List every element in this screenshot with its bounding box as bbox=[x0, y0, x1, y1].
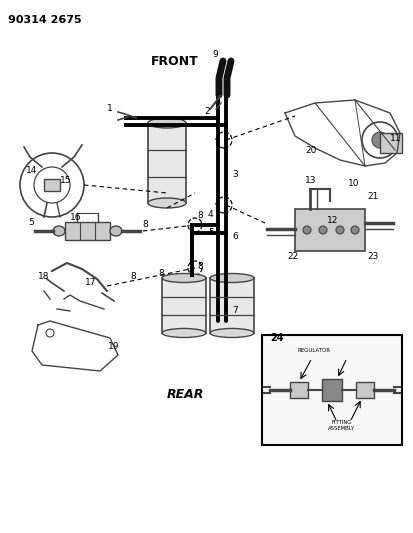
Text: 13: 13 bbox=[305, 176, 316, 185]
Text: 15: 15 bbox=[60, 176, 71, 185]
Text: 10: 10 bbox=[348, 179, 359, 188]
Ellipse shape bbox=[162, 328, 206, 337]
Text: 8: 8 bbox=[158, 269, 164, 278]
Ellipse shape bbox=[110, 226, 122, 236]
Text: REGULATOR: REGULATOR bbox=[297, 348, 330, 353]
Bar bbox=[210, 278, 254, 333]
Bar bbox=[380, 133, 402, 153]
Text: 11: 11 bbox=[390, 134, 401, 143]
Ellipse shape bbox=[210, 328, 254, 337]
Text: 17: 17 bbox=[85, 278, 97, 287]
Text: FRONT: FRONT bbox=[151, 55, 199, 68]
Text: FITTING
ASSEMBLY: FITTING ASSEMBLY bbox=[328, 420, 356, 431]
Text: 8: 8 bbox=[130, 272, 136, 281]
Bar bbox=[295, 209, 365, 251]
Bar bbox=[262, 335, 402, 445]
Ellipse shape bbox=[148, 118, 186, 128]
Text: 23: 23 bbox=[367, 252, 378, 261]
Text: 5: 5 bbox=[28, 218, 34, 227]
Text: 2: 2 bbox=[204, 107, 210, 116]
Text: 5: 5 bbox=[208, 228, 214, 237]
Ellipse shape bbox=[148, 198, 186, 208]
Bar bbox=[356, 382, 374, 398]
Text: 90314 2675: 90314 2675 bbox=[8, 15, 82, 25]
Ellipse shape bbox=[162, 273, 206, 282]
Circle shape bbox=[336, 226, 344, 234]
Circle shape bbox=[372, 132, 388, 148]
Bar bbox=[162, 278, 206, 333]
Text: 8: 8 bbox=[142, 220, 148, 229]
Text: 24: 24 bbox=[270, 333, 283, 343]
Text: 8: 8 bbox=[197, 262, 203, 271]
Text: 7: 7 bbox=[232, 306, 238, 315]
Text: 12: 12 bbox=[327, 216, 338, 225]
Bar bbox=[65, 222, 110, 240]
Text: 1: 1 bbox=[107, 104, 113, 113]
Ellipse shape bbox=[210, 273, 254, 282]
Bar bbox=[290, 382, 308, 398]
Text: 6: 6 bbox=[232, 232, 238, 241]
Bar bbox=[44, 179, 60, 191]
Circle shape bbox=[303, 226, 311, 234]
Circle shape bbox=[319, 226, 327, 234]
Text: 20: 20 bbox=[305, 146, 316, 155]
Text: 16: 16 bbox=[70, 213, 81, 222]
Bar bbox=[322, 379, 342, 401]
Text: 21: 21 bbox=[367, 192, 378, 201]
Text: 18: 18 bbox=[38, 272, 50, 281]
Bar bbox=[148, 123, 186, 203]
Text: 14: 14 bbox=[26, 166, 37, 175]
Text: REAR: REAR bbox=[166, 388, 204, 401]
Circle shape bbox=[351, 226, 359, 234]
Text: 19: 19 bbox=[108, 342, 119, 351]
Text: 3: 3 bbox=[232, 170, 238, 179]
Text: 4: 4 bbox=[208, 210, 214, 219]
Ellipse shape bbox=[53, 226, 65, 236]
Text: 9: 9 bbox=[212, 50, 218, 59]
Text: 8: 8 bbox=[197, 211, 203, 220]
Text: 22: 22 bbox=[287, 252, 298, 261]
